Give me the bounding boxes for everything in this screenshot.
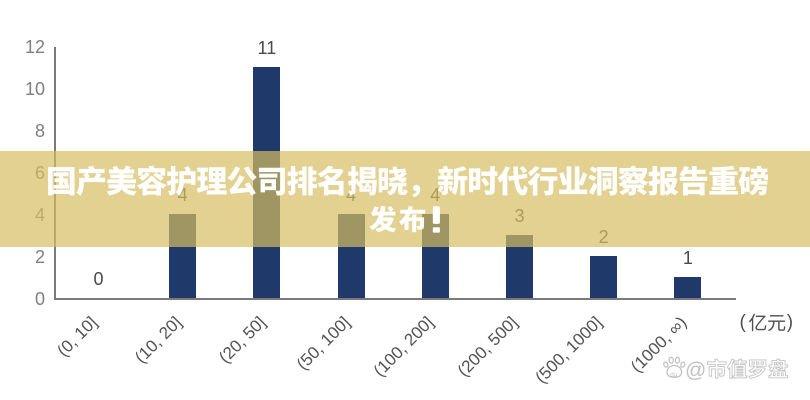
svg-text:@: @ [685, 359, 706, 382]
svg-text:du: du [670, 371, 677, 378]
svg-text:(: ( [740, 312, 747, 333]
svg-text:): ) [787, 312, 793, 333]
